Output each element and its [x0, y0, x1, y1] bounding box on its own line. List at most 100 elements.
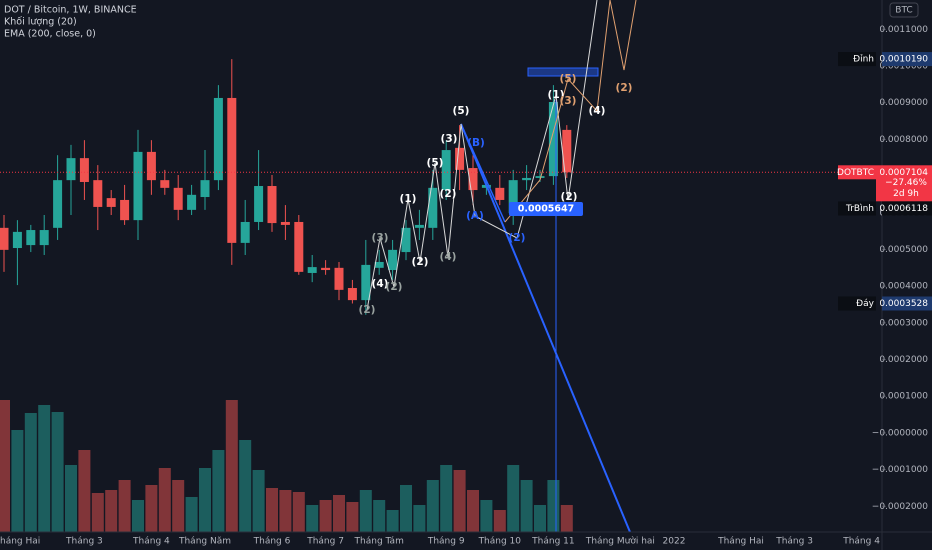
candle-body — [66, 158, 76, 181]
wave-label: (3) — [372, 232, 389, 244]
candle-body — [428, 187, 438, 228]
volume-bar — [266, 488, 278, 532]
drawings — [366, 0, 637, 533]
candle-body — [321, 267, 331, 271]
candle-body — [39, 230, 49, 246]
wave-label: (2) — [561, 191, 578, 203]
wave-label: (B) — [467, 137, 485, 149]
volume-bar — [359, 490, 372, 532]
candle-body — [160, 180, 170, 188]
candle-body — [200, 180, 210, 198]
wave-label: (2) — [359, 304, 376, 316]
candle-body — [53, 180, 63, 228]
candle-body — [535, 176, 545, 178]
x-tick-label: Tháng Năm — [178, 537, 231, 547]
x-tick-label: Tháng 4 — [842, 537, 880, 547]
price-tag — [876, 165, 932, 202]
candle-body — [414, 224, 424, 228]
candle-body — [495, 187, 505, 200]
volume-bar — [38, 405, 51, 532]
price-tag — [882, 296, 932, 311]
candle-body — [401, 227, 411, 253]
y-tick-label: 0.0008000 — [879, 135, 928, 145]
price-tag-name: TrBình — [845, 204, 874, 214]
volume-bar — [400, 485, 412, 532]
price-tag-value: 0.0010190 — [879, 55, 928, 65]
wave-label: (A) — [466, 210, 484, 222]
volume-bar — [560, 505, 573, 532]
candle-body — [26, 230, 36, 246]
candle-body — [522, 177, 532, 181]
wave-labels: (5) (3) (1) (5) (2) (2) (4) (4) (2) (3) … — [359, 73, 633, 316]
target-box — [527, 67, 599, 77]
wave-label: (4) — [589, 105, 606, 117]
volume-bar — [386, 510, 399, 532]
header: DOT / Bitcoin, 1W, BINANCE Khối lượng (2… — [4, 2, 919, 39]
y-tick-label: 0.0010000 — [879, 62, 928, 72]
currency-box — [889, 2, 919, 18]
volume-bar — [547, 480, 560, 532]
volume-bar — [534, 505, 546, 532]
candle-body — [240, 221, 250, 243]
candle-body — [213, 97, 223, 181]
volume-bar — [132, 500, 144, 532]
x-tick-label: Tháng Mười hai — [585, 536, 655, 547]
volume-bar — [158, 468, 171, 532]
candle-body — [334, 267, 344, 290]
price-tag-name-box — [838, 201, 876, 216]
volume-bar — [105, 490, 118, 532]
volume-bar — [306, 505, 319, 532]
candle-body — [388, 249, 398, 271]
currency: BTC — [895, 6, 912, 16]
price-tag-name: DOTBTC — [837, 168, 874, 178]
candle-body — [562, 129, 572, 173]
candle-body — [280, 221, 290, 225]
y-tick-label: −0.0002000 — [872, 502, 928, 512]
candle-body — [146, 151, 156, 181]
candle-body — [12, 231, 22, 249]
volume-bar — [467, 490, 479, 532]
y-tick-label: 0.0002000 — [879, 355, 928, 365]
measure-box — [509, 202, 583, 216]
candle-body — [347, 288, 357, 301]
candle-body — [548, 101, 558, 177]
volume-bar — [292, 492, 305, 532]
volume-bar — [51, 412, 64, 532]
chart-title: DOT / Bitcoin, 1W, BINANCE — [4, 4, 137, 15]
volume-bar — [453, 470, 466, 532]
wave-label: (5) — [560, 73, 577, 85]
x-tick-label: 2022 — [663, 537, 686, 547]
volume-bar — [373, 500, 386, 532]
x-tick-label: Tháng Hai — [0, 537, 40, 547]
y-tick-label: 0.0011000 — [879, 25, 928, 35]
candle-body — [0, 227, 9, 250]
wave-label: (3) — [441, 133, 458, 145]
price-tag-name: Đỉnh — [853, 54, 874, 65]
volume-bar — [426, 480, 439, 532]
trend-line — [460, 123, 631, 533]
x-tick-label: Tháng 7 — [306, 537, 344, 547]
wave-label: (2) — [440, 188, 457, 200]
wave-label: (2) — [509, 232, 526, 244]
volume-bar — [185, 497, 198, 532]
candle-body — [93, 180, 103, 207]
volume-bar — [239, 440, 252, 532]
y-tick-label: 0.0003000 — [879, 318, 928, 328]
volume-bar — [65, 465, 77, 532]
candle-body — [361, 264, 371, 301]
volume-bar — [520, 480, 533, 532]
wave-label: (2) — [616, 82, 633, 94]
volume-bar — [118, 480, 131, 532]
volume-bar — [319, 500, 332, 532]
y-tick-label: −0.0000000 — [872, 428, 928, 438]
x-tick-label: Tháng 3 — [775, 537, 813, 547]
volume-bar — [0, 400, 10, 532]
candle-body — [227, 97, 237, 243]
x-tick-label: Tháng 11 — [531, 537, 574, 547]
candle-body — [455, 147, 465, 170]
candle-body — [106, 198, 116, 207]
volume-bar — [333, 495, 345, 532]
x-tick-label: Tháng 6 — [253, 537, 291, 547]
y-tick-label: 0.0001000 — [879, 392, 928, 402]
